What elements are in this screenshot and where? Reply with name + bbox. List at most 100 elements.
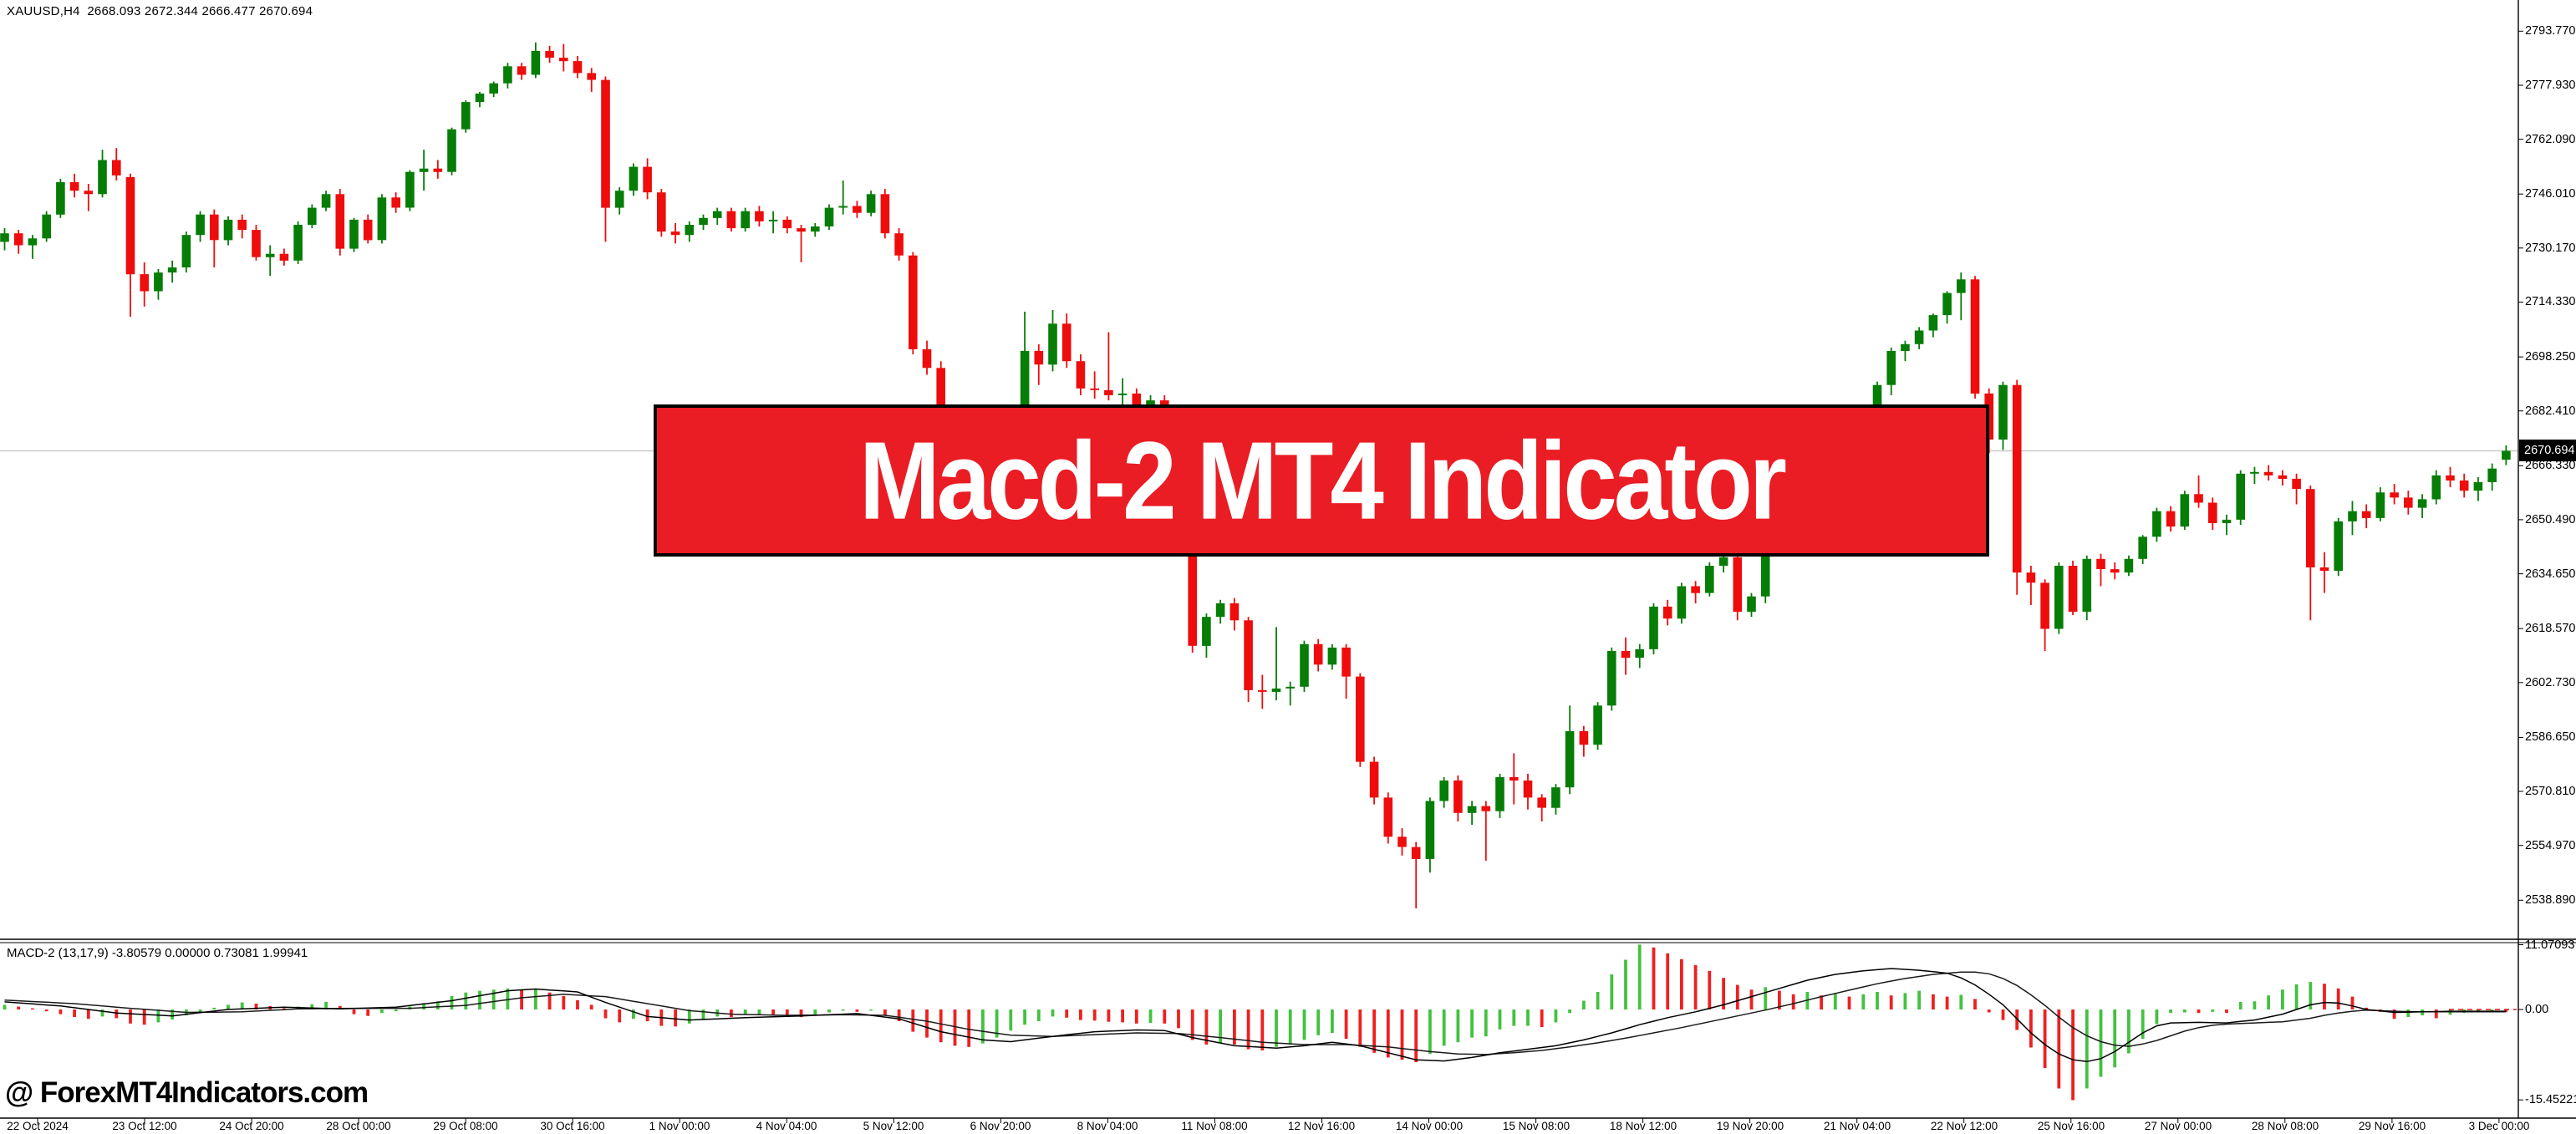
candle-body <box>1607 651 1616 706</box>
macd-histogram-bar <box>254 1004 258 1009</box>
candle-body <box>1733 557 1743 613</box>
macd-histogram-bar <box>1512 1009 1516 1026</box>
candle-body <box>1453 781 1463 813</box>
time-axis-label: 24 Oct 20:00 <box>219 1120 284 1132</box>
price-axis-label: 2777.930 <box>2525 79 2576 92</box>
macd-histogram-bar <box>1400 1009 1404 1060</box>
candle-body <box>321 194 331 208</box>
macd-histogram-bar <box>813 1009 817 1015</box>
macd-histogram-bar <box>687 1009 691 1024</box>
macd-histogram-bar <box>1637 944 1642 1009</box>
candle-body <box>181 235 191 267</box>
macd-histogram-bar <box>743 1009 747 1015</box>
macd-histogram-bar <box>1708 970 1712 1009</box>
macd-histogram-bar <box>1693 964 1698 1009</box>
macd-histogram-bar <box>352 1009 356 1014</box>
macd-histogram-bar <box>576 999 579 1009</box>
macd-histogram-bar <box>2323 984 2326 1009</box>
time-axis-label: 30 Oct 16:00 <box>540 1120 605 1132</box>
macd-histogram-bar <box>1344 1009 1348 1039</box>
macd-histogram-bar <box>464 992 468 1009</box>
candle-body <box>1914 330 1924 344</box>
macd-histogram-bar <box>967 1009 971 1047</box>
time-axis-label: 5 Nov 12:00 <box>863 1120 924 1132</box>
candle-body <box>1202 617 1211 646</box>
macd-histogram-bar <box>2238 1001 2243 1009</box>
macd-histogram-bar <box>953 1009 957 1046</box>
candle-body <box>154 272 163 292</box>
macd-histogram-bar <box>589 1004 593 1009</box>
candle-body <box>405 171 415 208</box>
macd-histogram-bar <box>17 1006 21 1009</box>
candle-body <box>1551 787 1560 808</box>
price-axis-label: 2793.770 <box>2525 24 2576 38</box>
candle-body <box>1635 648 1644 659</box>
macd-histogram-bar <box>799 1009 803 1018</box>
candle-body <box>489 83 498 94</box>
candle-body <box>1076 361 1086 389</box>
macd-histogram-bar <box>2253 1001 2257 1009</box>
candle-body <box>140 274 149 292</box>
macd-histogram-bar <box>1079 1009 1082 1020</box>
candle-body <box>84 191 94 195</box>
candle-body <box>712 211 722 218</box>
macd-histogram-bar <box>2225 1009 2228 1014</box>
candle-body <box>629 166 639 191</box>
candle-body <box>2390 492 2399 498</box>
candle-body <box>2375 492 2385 518</box>
candle-body <box>98 160 107 195</box>
macd-histogram-bar <box>897 1009 901 1021</box>
macd-histogram-bar <box>618 1009 622 1023</box>
macd-histogram-bar <box>2434 1009 2438 1019</box>
time-axis-label: 19 Nov 20:00 <box>1716 1120 1784 1132</box>
candle-body <box>1901 343 1910 351</box>
time-axis-label: 1 Nov 00:00 <box>649 1120 710 1132</box>
candle-body <box>2459 481 2469 491</box>
symbol-ohlc-label: XAUUSD,H4 2668.093 2672.344 2666.477 267… <box>7 4 313 18</box>
macd-histogram-bar <box>562 995 566 1009</box>
candle-body <box>545 50 554 58</box>
macd-histogram-bar <box>2197 1009 2201 1014</box>
time-axis-label: 27 Nov 00:00 <box>2144 1120 2212 1132</box>
price-axis-label: 2586.650 <box>2525 730 2576 744</box>
candle-body <box>657 192 666 232</box>
candle-body <box>2417 499 2427 508</box>
macd-histogram-bar <box>324 1001 328 1009</box>
candle-body <box>2040 582 2049 629</box>
candle-body <box>308 207 317 225</box>
macd-histogram-bar <box>1107 1009 1111 1022</box>
macd-histogram-bar <box>2182 1009 2187 1013</box>
candle-body <box>167 267 177 273</box>
candle-body <box>2054 566 2064 629</box>
candle-body <box>28 238 38 246</box>
macd-histogram-bar <box>785 1009 789 1016</box>
candle-body <box>670 231 680 236</box>
candle-body <box>1215 603 1225 618</box>
candle-body <box>1090 388 1099 390</box>
candle-body <box>2166 511 2176 527</box>
macd-histogram-bar <box>841 1009 845 1011</box>
candle-body <box>2431 475 2441 500</box>
macd-histogram-bar <box>1610 974 1614 1009</box>
macd-histogram-bar <box>1973 999 1977 1009</box>
price-axis-label: 2714.330 <box>2525 295 2576 308</box>
candle-body <box>1300 643 1309 687</box>
candle-body <box>56 182 65 215</box>
candle-body <box>685 225 695 236</box>
macd-histogram-bar <box>1414 1009 1418 1062</box>
candle-body <box>1020 350 1030 406</box>
candle-body <box>726 211 736 229</box>
macd-histogram-bar <box>534 989 537 1009</box>
candle-body <box>1970 279 1980 394</box>
macd-histogram-bar <box>925 1009 929 1038</box>
macd-histogram-bar <box>1470 1009 1474 1038</box>
macd-indicator-label: MACD-2 (13,17,9) -3.80579 0.00000 0.7308… <box>7 946 308 960</box>
macd-main-line <box>4 968 2507 1063</box>
macd-histogram-bar <box>939 1009 943 1043</box>
candle-body <box>866 194 876 213</box>
macd-histogram-bar <box>338 1005 342 1009</box>
time-axis-label: 14 Nov 00:00 <box>1395 1120 1464 1132</box>
macd-histogram-bar <box>1065 1009 1069 1018</box>
candle-body <box>377 197 387 241</box>
